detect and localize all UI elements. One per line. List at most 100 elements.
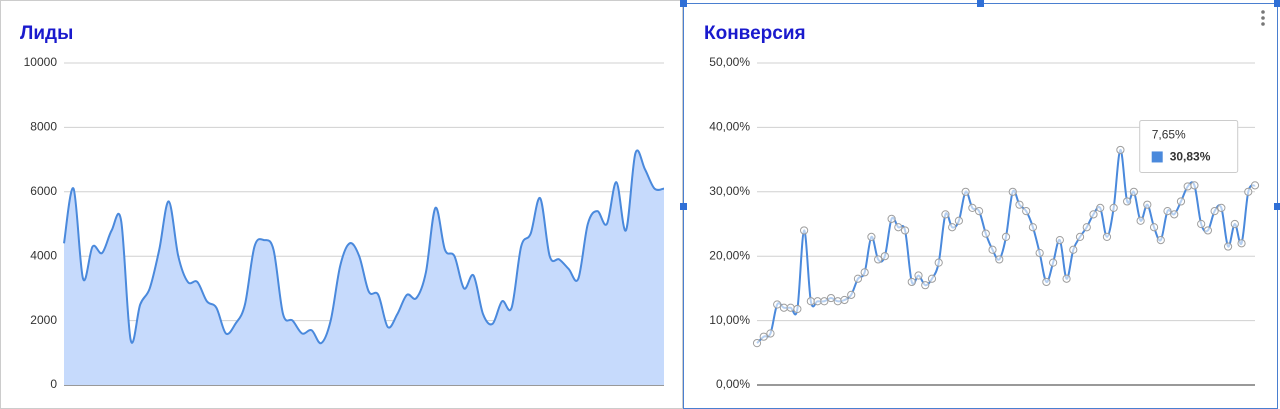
point	[1190, 181, 1199, 190]
point	[974, 207, 984, 216]
point	[948, 223, 957, 232]
point	[1244, 187, 1253, 196]
selected-panel[interactable]	[683, 3, 1278, 409]
point	[1116, 145, 1125, 155]
point	[1223, 242, 1233, 251]
point	[820, 297, 829, 306]
y-tick-label: 0,00%	[716, 377, 750, 391]
point	[1149, 223, 1159, 232]
point	[759, 332, 768, 341]
point	[1008, 187, 1017, 196]
point	[813, 297, 822, 306]
point	[853, 274, 863, 283]
point	[1022, 207, 1031, 216]
point	[1136, 216, 1145, 225]
point	[1250, 181, 1260, 190]
point	[1230, 219, 1239, 229]
point	[860, 268, 869, 277]
point	[833, 297, 842, 306]
point	[847, 290, 856, 299]
y-tick-label: 30,00%	[709, 184, 750, 198]
point	[773, 300, 782, 309]
point	[806, 297, 815, 306]
point	[840, 295, 849, 305]
point	[867, 232, 876, 241]
point	[921, 281, 930, 290]
point	[826, 293, 836, 303]
point	[752, 339, 762, 348]
point	[1123, 197, 1132, 206]
tooltip-title: 7,65%	[1152, 128, 1186, 142]
point	[880, 252, 889, 261]
point	[1203, 226, 1212, 235]
y-tick-label: 0	[50, 377, 57, 391]
point	[961, 187, 970, 196]
point	[954, 216, 963, 225]
point	[1197, 219, 1206, 229]
point	[1237, 239, 1246, 248]
point	[1069, 245, 1078, 254]
y-tick-label: 10,00%	[709, 313, 750, 327]
point	[1055, 236, 1064, 245]
chart-title: Лиды	[20, 23, 73, 44]
y-tick-label: 4000	[30, 248, 57, 262]
point	[914, 271, 923, 280]
point	[1163, 207, 1172, 216]
point	[786, 303, 795, 312]
point	[1170, 210, 1179, 219]
point	[1028, 223, 1038, 232]
point	[907, 277, 916, 287]
point	[1129, 187, 1138, 196]
y-tick-label: 50,00%	[709, 55, 750, 69]
point	[887, 214, 896, 223]
point	[1102, 232, 1112, 241]
tooltip: 7,65% 30,83%	[1139, 119, 1239, 173]
point	[1217, 203, 1226, 212]
area-line	[63, 149, 665, 345]
point	[800, 226, 809, 235]
point	[779, 303, 789, 312]
tooltip-box	[1139, 119, 1239, 173]
point	[1082, 223, 1091, 232]
point	[1062, 274, 1071, 283]
point	[874, 255, 883, 264]
point	[1210, 207, 1219, 216]
point	[1035, 248, 1044, 258]
point	[766, 329, 775, 338]
y-tick-label: 20,00%	[709, 248, 750, 262]
point	[1156, 236, 1165, 245]
point	[941, 210, 950, 219]
point	[900, 226, 910, 235]
point	[1015, 200, 1024, 209]
point	[1143, 200, 1152, 209]
point	[927, 274, 937, 283]
chart-title: Конверсия	[704, 23, 806, 44]
tooltip-swatch	[1151, 151, 1163, 163]
y-tick-label: 6000	[30, 184, 57, 198]
point	[1075, 232, 1085, 241]
point	[1096, 203, 1105, 212]
point	[981, 229, 990, 238]
menu-icon[interactable]	[1261, 10, 1265, 26]
area-fill	[64, 150, 664, 385]
y-tick-label: 2000	[30, 313, 57, 327]
point	[1049, 258, 1058, 267]
point	[1042, 277, 1051, 287]
point	[1183, 182, 1192, 191]
point	[1089, 210, 1098, 219]
point	[793, 304, 802, 314]
point	[1001, 232, 1011, 241]
tooltip-value: 30,83%	[1170, 150, 1211, 164]
point	[1109, 203, 1118, 212]
point	[1176, 197, 1186, 206]
y-tick-label: 10000	[24, 55, 58, 69]
point	[934, 258, 943, 267]
resize-handles[interactable]	[680, 0, 1280, 210]
point	[894, 223, 903, 232]
y-tick-label: 8000	[30, 120, 57, 134]
point	[968, 203, 977, 212]
y-tick-label: 40,00%	[709, 120, 750, 134]
point	[995, 255, 1004, 264]
